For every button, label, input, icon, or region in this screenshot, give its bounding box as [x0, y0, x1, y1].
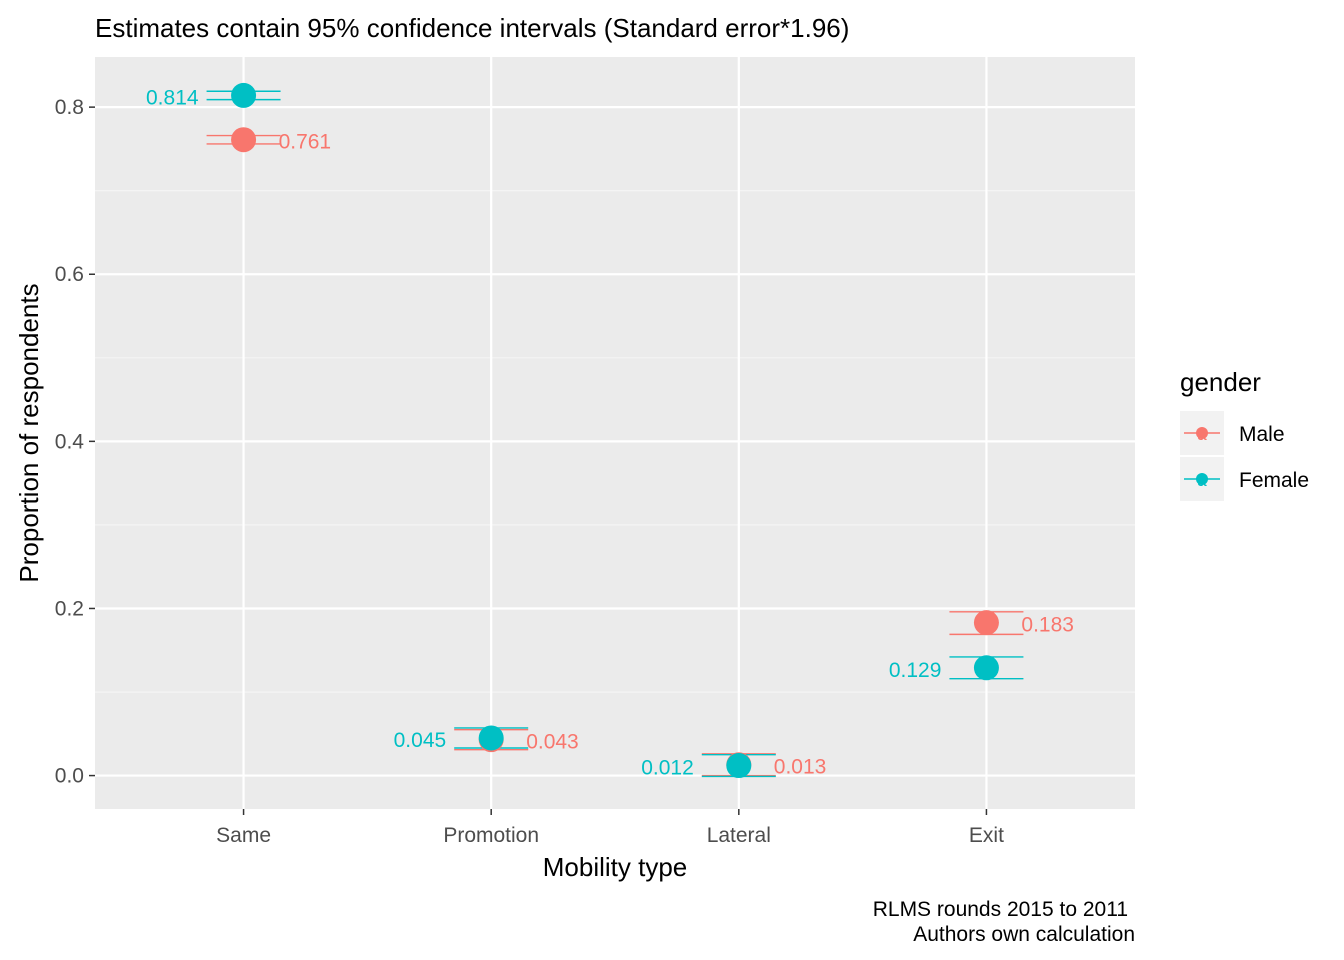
- y-tick-label: 0.2: [55, 597, 84, 620]
- point-female-lateral: [726, 753, 752, 779]
- legend: gender a Male a Female: [1180, 367, 1309, 501]
- legend-label-female: Female: [1239, 469, 1309, 492]
- point-female-exit: [973, 655, 999, 681]
- grid-minor: [95, 190, 1135, 693]
- plot-panel: [95, 57, 1135, 809]
- legend-key-glyph: a: [1197, 471, 1207, 490]
- point-male-same: [231, 127, 257, 153]
- point-male-exit: [973, 610, 999, 636]
- y-tick-label: 0.0: [55, 765, 84, 788]
- grid-major: [95, 57, 1135, 809]
- legend-key-point: [1196, 427, 1208, 439]
- x-axis: Same Promotion Lateral Exit: [216, 809, 1004, 847]
- caption-line-2: Authors own calculation: [913, 923, 1135, 946]
- x-tick-label-lateral: Lateral: [707, 824, 771, 847]
- y-tick-label: 0.4: [55, 430, 85, 453]
- data-label-male: 0.183: [1021, 614, 1074, 637]
- y-tick-label: 0.8: [55, 96, 84, 119]
- data-labels: 0.761 0.043 0.013 0.183 0.814 0.045 0.012 0.129: [146, 86, 1074, 779]
- data-label-male: 0.013: [774, 756, 827, 779]
- x-tick-label-promotion: Promotion: [443, 824, 539, 847]
- y-axis-title: Proportion of respondents: [14, 283, 44, 582]
- data-label-male: 0.761: [279, 131, 332, 154]
- legend-keys: a Male a Female: [1180, 411, 1309, 501]
- data-label-female: 0.012: [641, 757, 694, 780]
- data-label-female: 0.814: [146, 86, 199, 109]
- x-axis-title: Mobility type: [543, 852, 688, 882]
- legend-label-male: Male: [1239, 423, 1285, 446]
- data-label-male: 0.043: [526, 731, 579, 754]
- y-tick-label: 0.6: [55, 263, 84, 286]
- data-label-female: 0.129: [889, 659, 942, 682]
- point-female-same: [231, 82, 257, 108]
- x-tick-label-exit: Exit: [969, 824, 1004, 847]
- x-tick-label-same: Same: [216, 824, 271, 847]
- data-label-female: 0.045: [394, 729, 447, 752]
- legend-title: gender: [1180, 367, 1261, 397]
- legend-key-glyph: a: [1197, 425, 1207, 444]
- legend-key-point: [1196, 473, 1208, 485]
- caption-line-1: RLMS rounds 2015 to 2011: [873, 898, 1128, 921]
- chart-title: Estimates contain 95% confidence interva…: [95, 13, 849, 43]
- point-female-promotion: [478, 725, 504, 751]
- data-points: [231, 82, 999, 779]
- y-axis: 0.0 0.2 0.4 0.6 0.8: [55, 96, 95, 788]
